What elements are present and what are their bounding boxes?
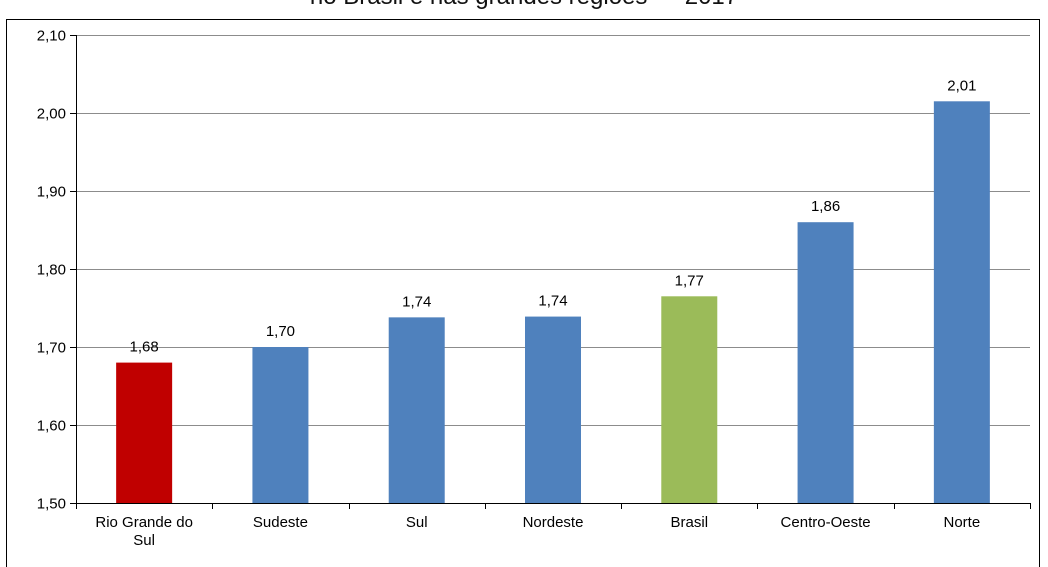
data-label: 1,68 bbox=[130, 339, 159, 356]
data-labels: 1,68 1,70 1,74 1,74 1,77 1,86 2,01 bbox=[130, 77, 977, 355]
category-label: Brasil bbox=[671, 514, 709, 531]
bar bbox=[661, 296, 718, 503]
y-tick-label: 1,70 bbox=[37, 340, 66, 357]
category-label: Sul bbox=[133, 532, 155, 549]
data-label: 1,74 bbox=[402, 293, 431, 310]
category-label: Nordeste bbox=[523, 514, 584, 531]
data-label: 1,74 bbox=[538, 293, 567, 310]
data-label: 1,70 bbox=[266, 323, 295, 340]
y-tick-label: 2,10 bbox=[37, 28, 66, 45]
category-label: Centro-Oeste bbox=[781, 514, 871, 531]
bar bbox=[116, 362, 173, 503]
data-label: 1,86 bbox=[811, 198, 840, 215]
chart-title-strip: no Brasil e nas grandes regiões — 2017 bbox=[0, 0, 1048, 24]
chart-frame bbox=[6, 19, 1040, 567]
category-label: Sudeste bbox=[253, 514, 308, 531]
category-label: Sul bbox=[406, 514, 428, 531]
bar bbox=[797, 222, 854, 503]
axes bbox=[76, 35, 1031, 509]
bar bbox=[525, 316, 581, 503]
data-label: 1,77 bbox=[675, 272, 704, 289]
y-tick-label: 2,00 bbox=[37, 106, 66, 123]
grid-lines bbox=[76, 35, 1030, 426]
y-tick-label: 1,60 bbox=[37, 418, 66, 435]
y-tick-label: 1,90 bbox=[37, 184, 66, 201]
y-tick-label: 1,80 bbox=[37, 262, 66, 279]
category-label: Norte bbox=[944, 514, 981, 531]
category-label: Rio Grande do bbox=[95, 514, 193, 531]
bar bbox=[388, 317, 445, 503]
y-axis-ticks: 1,50 1,60 1,70 1,80 1,90 2,00 2,10 bbox=[37, 28, 76, 513]
chart-title: no Brasil e nas grandes regiões — 2017 bbox=[0, 0, 1048, 11]
data-label: 2,01 bbox=[947, 77, 976, 94]
bar bbox=[933, 101, 990, 504]
bar bbox=[252, 347, 309, 503]
y-tick-label: 1,50 bbox=[37, 496, 66, 513]
bars bbox=[116, 101, 990, 504]
